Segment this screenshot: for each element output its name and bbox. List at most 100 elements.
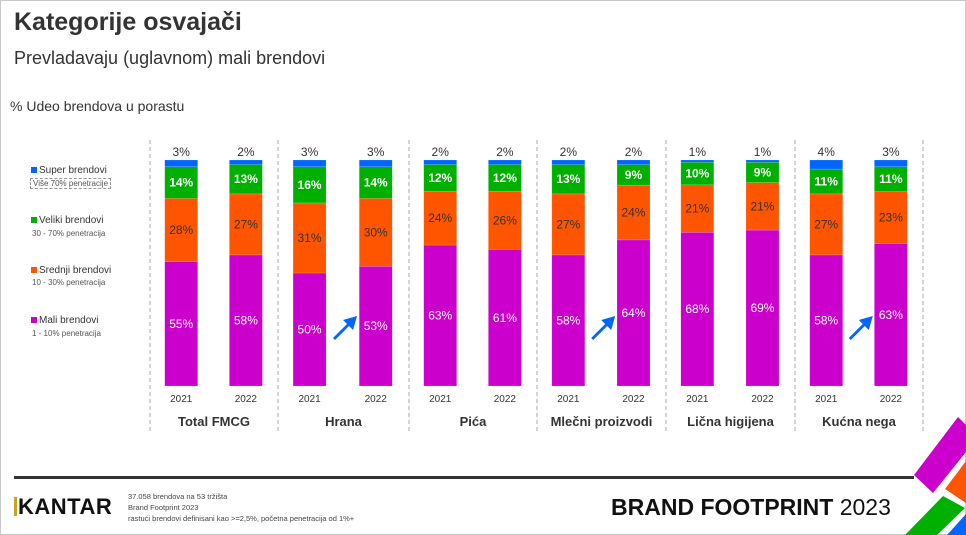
segment-value-label: 61%: [493, 311, 517, 325]
bar-segment: [358, 265, 393, 387]
bar-segment: [292, 202, 327, 274]
logo-accent-bar: [14, 497, 17, 516]
bar-segment: [358, 166, 393, 199]
bar-segment: [488, 191, 522, 250]
year-tick-label: 2022: [751, 394, 774, 405]
segment-value-label: 26%: [493, 213, 517, 227]
bar-segment: [229, 193, 263, 256]
segment-value-label: 14%: [169, 176, 193, 190]
year-tick-label: 2022: [365, 394, 388, 405]
segment-value-label: 12%: [493, 171, 517, 185]
segment-value-label: 69%: [750, 301, 774, 315]
kantar-logo: KANTAR: [14, 494, 112, 520]
year-tick-label: 2021: [429, 394, 452, 405]
year-tick-label: 2021: [298, 394, 321, 405]
bar-segment: [809, 254, 843, 387]
growth-arrow-icon: [333, 316, 358, 340]
super-value-label: 1%: [689, 145, 707, 159]
bar-segment: [745, 159, 780, 163]
bar-segment: [616, 159, 651, 165]
segment-value-label: 30%: [364, 225, 388, 239]
segment-value-label: 63%: [428, 309, 452, 323]
super-value-label: 3%: [367, 145, 385, 159]
footnote-1: 37.058 brendova na 53 tržišta: [128, 492, 228, 501]
bar-segment: [488, 159, 522, 165]
legend-sub-srednji: 10 - 30% penetracija: [32, 278, 106, 287]
y-axis-label: % Udeo brendova u porastu: [10, 98, 185, 114]
bar-segment: [164, 159, 198, 168]
segment-value-label: 64%: [621, 306, 645, 320]
super-value-label: 2%: [560, 145, 578, 159]
legend-item-super: Super brendovi: [31, 165, 107, 176]
footnote-2: Brand Footprint 2023: [128, 503, 199, 512]
bar-segment: [292, 166, 327, 204]
legend-label: Veliki brendovi: [39, 215, 104, 226]
corner-magenta-shape: [914, 417, 966, 493]
year-tick-label: 2022: [880, 394, 903, 405]
legend-item-mali: Mali brendovi: [31, 315, 98, 326]
bar-segment: [745, 182, 780, 231]
legend-sub-super: Više 70% penetracije: [30, 178, 112, 189]
bar-segment: [164, 198, 198, 262]
growth-arrow-icon: [591, 316, 616, 340]
segment-value-label: 55%: [169, 317, 193, 331]
legend-sub-mali: 1 - 10% penetracija: [32, 329, 101, 338]
segment-value-label: 27%: [234, 217, 258, 231]
bar-segment: [488, 249, 522, 387]
brand-footprint-text: BRAND FOOTPRINT: [611, 494, 834, 520]
year-tick-label: 2021: [170, 394, 193, 405]
bar-segment: [874, 159, 908, 168]
segment-value-label: 9%: [625, 168, 643, 182]
year-tick-label: 2022: [235, 394, 258, 405]
segment-value-label: 13%: [234, 172, 258, 186]
page-subtitle: Prevladavaju (uglavnom) mali brendovi: [14, 48, 326, 68]
super-value-label: 4%: [818, 145, 836, 159]
bar-segment: [809, 168, 843, 195]
bar-segment: [874, 243, 908, 387]
segment-value-label: 53%: [364, 319, 388, 333]
bar-segment: [164, 261, 198, 387]
legend-item-srednji: Srednji brendovi: [31, 265, 111, 276]
segment-value-label: 23%: [879, 211, 903, 225]
bar-segment: [551, 164, 586, 195]
segment-value-label: 58%: [234, 313, 258, 327]
segment-value-label: 9%: [754, 165, 772, 179]
legend-item-veliki: Veliki brendovi: [31, 215, 103, 226]
segment-value-label: 58%: [556, 313, 580, 327]
legend-swatch: [31, 217, 37, 223]
segment-value-label: 13%: [556, 172, 580, 186]
bar-segment: [229, 164, 263, 195]
brand-footprint-year: 2023: [839, 494, 891, 520]
segment-value-label: 14%: [364, 176, 388, 190]
kantar-corner-graphic: [905, 417, 966, 535]
segment-value-label: 63%: [879, 308, 903, 322]
corner-green-shape: [905, 496, 965, 535]
year-tick-label: 2021: [686, 394, 709, 405]
growth-arrow-icon: [848, 316, 873, 340]
category-label: Kućna nega: [822, 414, 896, 429]
logo-text: KANTAR: [18, 494, 113, 519]
year-tick-label: 2021: [815, 394, 838, 405]
segment-value-label: 68%: [685, 302, 709, 316]
segment-value-label: 27%: [814, 217, 838, 231]
bar-segment: [229, 254, 263, 387]
category-label: Pića: [460, 414, 488, 429]
super-value-label: 2%: [237, 145, 255, 159]
corner-blue-shape: [947, 514, 966, 535]
segment-value-label: 16%: [298, 178, 322, 192]
segment-value-label: 27%: [556, 217, 580, 231]
legend-sub-veliki: 30 - 70% penetracija: [32, 229, 106, 238]
bar-segment: [745, 229, 780, 387]
bar-segment: [616, 184, 651, 241]
bar-segment: [680, 159, 715, 163]
bar-segment: [292, 272, 327, 387]
bar-segment: [680, 184, 715, 233]
segment-value-label: 31%: [298, 231, 322, 245]
category-label: Total FMCG: [178, 414, 250, 429]
super-value-label: 2%: [496, 145, 514, 159]
corner-orange-shape: [945, 461, 966, 503]
legend-swatch: [31, 317, 37, 323]
footer-divider: [14, 476, 914, 479]
footnote-3: rastući brendovi definisani kao >=2,5%, …: [128, 514, 355, 523]
legend-swatch: [31, 267, 37, 273]
